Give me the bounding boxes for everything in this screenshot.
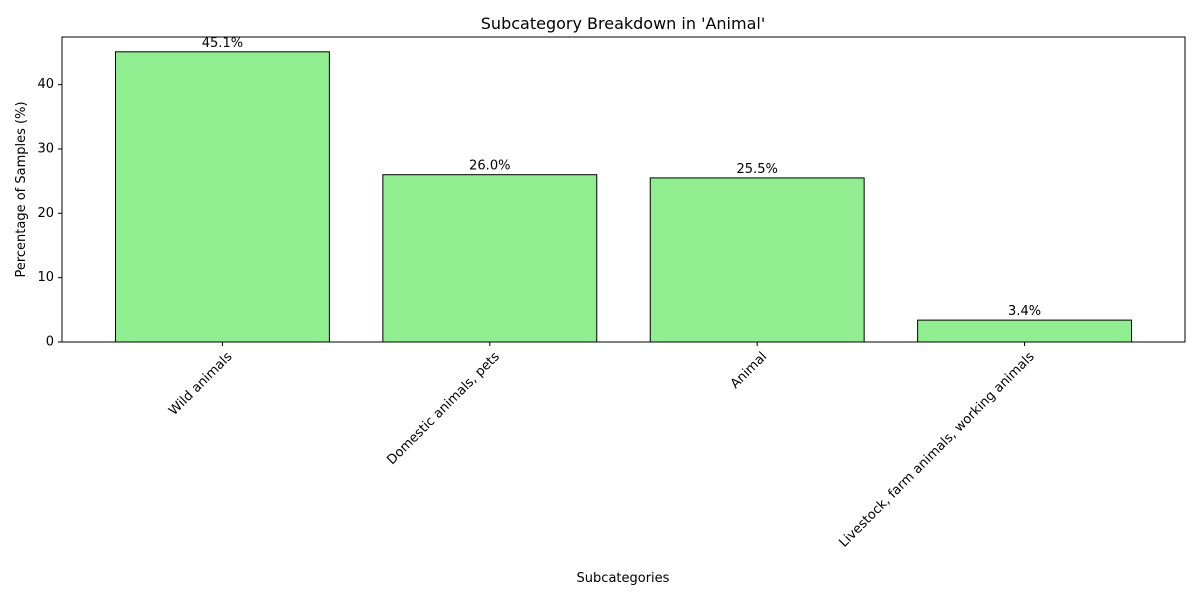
y-tick-label: 30 [37,141,54,156]
chart-title: Subcategory Breakdown in 'Animal' [481,14,765,33]
bar [917,319,1133,343]
y-tick-label: 40 [37,77,54,92]
bar [649,177,865,343]
y-tick-label: 0 [46,335,54,350]
y-tick-label: 10 [37,270,54,285]
bar-value-label: 3.4% [1008,304,1041,319]
bar [114,51,330,343]
y-axis: 0 10 20 30 40 [37,77,62,350]
bar-value-label: 45.1% [202,36,243,51]
bar-value-label: 26.0% [469,159,510,174]
y-tick-label: 20 [37,206,54,221]
value-labels-layer: 45.1% 26.0% 25.5% 3.4% [202,36,1041,319]
bar-value-label: 25.5% [737,162,778,177]
bar [382,174,598,343]
y-axis-label: Percentage of Samples (%) [14,101,29,277]
x-axis-label: Subcategories [577,571,670,586]
bars-layer [114,51,1133,343]
plot-frame [61,36,1186,343]
